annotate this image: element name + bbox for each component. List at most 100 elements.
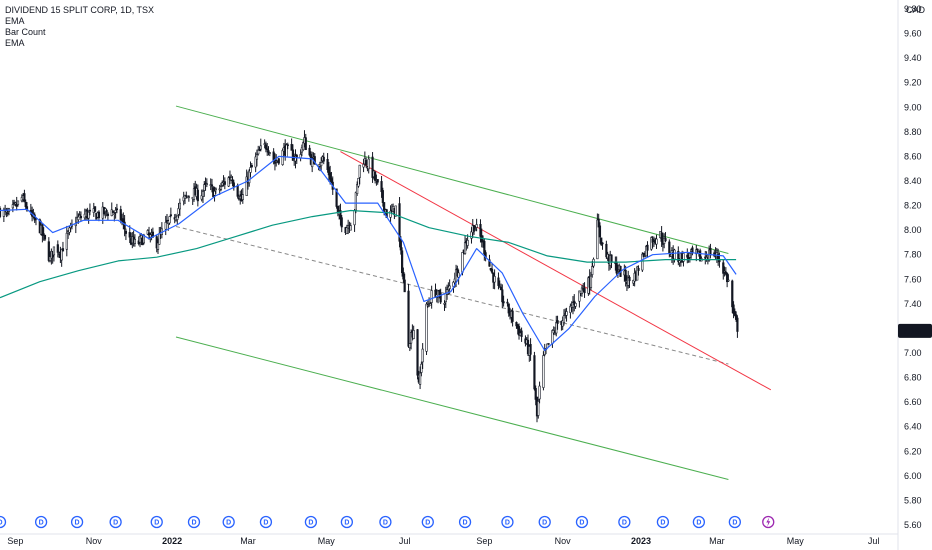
- dividend-badge-letter: D: [154, 520, 159, 527]
- candle-body: [365, 159, 368, 166]
- candle-body: [330, 178, 333, 183]
- candle-body: [426, 304, 429, 307]
- candle-body: [457, 272, 460, 278]
- dividend-marker[interactable]: D: [34, 515, 48, 529]
- candle-body: [219, 186, 223, 190]
- candle-body: [439, 293, 442, 303]
- dividend-marker[interactable]: D: [340, 515, 354, 529]
- candle-body: [596, 219, 599, 260]
- candle-body: [547, 343, 550, 345]
- candle-body: [223, 181, 226, 185]
- ema-long-line: [0, 209, 737, 299]
- candle-body: [736, 317, 739, 332]
- dividend-badge-icon: [618, 515, 631, 529]
- event-marker-row[interactable]: DDDDDDDDDDDDDDDDDDDD: [0, 515, 775, 529]
- candle-body: [255, 154, 259, 160]
- candle-body: [266, 148, 269, 151]
- candle-body: [205, 183, 208, 185]
- dividend-marker[interactable]: D: [304, 515, 318, 529]
- candle-body: [291, 149, 295, 161]
- candle-body: [499, 286, 503, 291]
- earnings-event-marker[interactable]: [762, 515, 775, 529]
- candle-body: [555, 322, 558, 334]
- candle-body: [119, 209, 122, 221]
- dividend-badge-letter: D: [732, 520, 737, 527]
- dividend-marker[interactable]: D: [259, 515, 273, 529]
- candle-body: [493, 276, 496, 283]
- trendline-channel-lower: [175, 336, 729, 481]
- dividend-marker[interactable]: D: [109, 515, 122, 529]
- dividend-marker[interactable]: D: [421, 515, 434, 529]
- price-tick-label: 8.00: [904, 225, 922, 235]
- price-tick-label: 7.40: [904, 299, 922, 309]
- candle-body: [68, 227, 71, 233]
- candle-body: [534, 387, 537, 400]
- dividend-marker[interactable]: D: [656, 515, 670, 529]
- indicator-ema-label[interactable]: EMA: [5, 16, 25, 26]
- candle-body: [624, 269, 627, 281]
- candle-body: [106, 213, 110, 216]
- dividend-marker[interactable]: D: [379, 515, 392, 529]
- indicator-bar-count-label[interactable]: Bar Count: [5, 27, 46, 37]
- candle-body: [268, 152, 271, 154]
- candle-body: [169, 214, 172, 216]
- candle-body: [111, 210, 115, 213]
- candle-body: [178, 202, 181, 210]
- dividend-badge-icon: [501, 515, 514, 529]
- candle-body: [249, 167, 252, 173]
- lightning-icon: [766, 517, 771, 527]
- price-axis[interactable]: 9.80 9.60 9.40 9.20 9.00 8.80 8.60 8.40 8.20 8.00…: [897, 0, 922, 550]
- dividend-marker[interactable]: D: [150, 515, 163, 529]
- dividend-badge-icon: [259, 515, 273, 529]
- dividend-marker[interactable]: D: [0, 515, 7, 529]
- candle-body: [688, 253, 691, 258]
- symbol-title[interactable]: DIVIDEND 15 SPLIT CORP, 1D, TSX: [5, 5, 155, 15]
- price-tick-label: 7.80: [904, 250, 922, 260]
- candle-body: [430, 290, 433, 303]
- candle-body: [357, 177, 360, 187]
- dividend-marker[interactable]: D: [458, 515, 472, 529]
- candle-body: [533, 355, 536, 390]
- candle-body: [497, 277, 500, 286]
- time-axis[interactable]: Sep Nov 2022 Mar May Jul Sep Nov 2023 Mar May Jul: [0, 533, 898, 546]
- candle-body: [201, 191, 205, 197]
- candle-body: [717, 253, 720, 259]
- dividend-badge-letter: D: [0, 520, 3, 527]
- price-tick-label: 9.00: [904, 102, 922, 112]
- dividend-marker[interactable]: D: [222, 515, 235, 529]
- indicator-ema-label-2[interactable]: EMA: [5, 38, 25, 48]
- dividend-marker[interactable]: D: [538, 515, 551, 529]
- time-tick-label: Mar: [240, 536, 256, 546]
- candle-body: [543, 350, 546, 355]
- candle-body: [699, 250, 702, 262]
- dividend-marker[interactable]: D: [728, 515, 741, 529]
- dividend-badge-icon: [187, 515, 201, 529]
- candle-body: [23, 193, 26, 202]
- candle-body: [407, 290, 410, 347]
- dividend-marker[interactable]: D: [501, 515, 514, 529]
- dividend-marker[interactable]: D: [70, 515, 84, 529]
- dividend-badge-letter: D: [505, 520, 510, 527]
- time-tick-label: Sep: [7, 536, 23, 546]
- candle-body: [124, 230, 127, 234]
- price-tick-label: 9.20: [904, 78, 922, 88]
- candle-body: [376, 179, 379, 183]
- dividend-marker[interactable]: D: [692, 515, 706, 529]
- time-tick-label: Nov: [555, 536, 572, 546]
- time-tick-label: May: [787, 536, 805, 546]
- dividend-badge-letter: D: [344, 520, 349, 527]
- price-tick-label: 9.40: [904, 53, 922, 63]
- dividend-marker[interactable]: D: [575, 515, 589, 529]
- candle-body: [583, 287, 586, 294]
- dividend-marker[interactable]: D: [187, 515, 201, 529]
- price-tick-label: 8.40: [904, 176, 922, 186]
- dividend-badge-letter: D: [622, 520, 627, 527]
- time-tick-label: Sep: [476, 536, 492, 546]
- candle-body: [258, 149, 261, 152]
- dividend-marker[interactable]: D: [618, 515, 631, 529]
- candle-body: [556, 320, 559, 324]
- candle-body: [401, 250, 404, 274]
- candle-body: [398, 203, 401, 242]
- time-tick-label: Mar: [709, 536, 725, 546]
